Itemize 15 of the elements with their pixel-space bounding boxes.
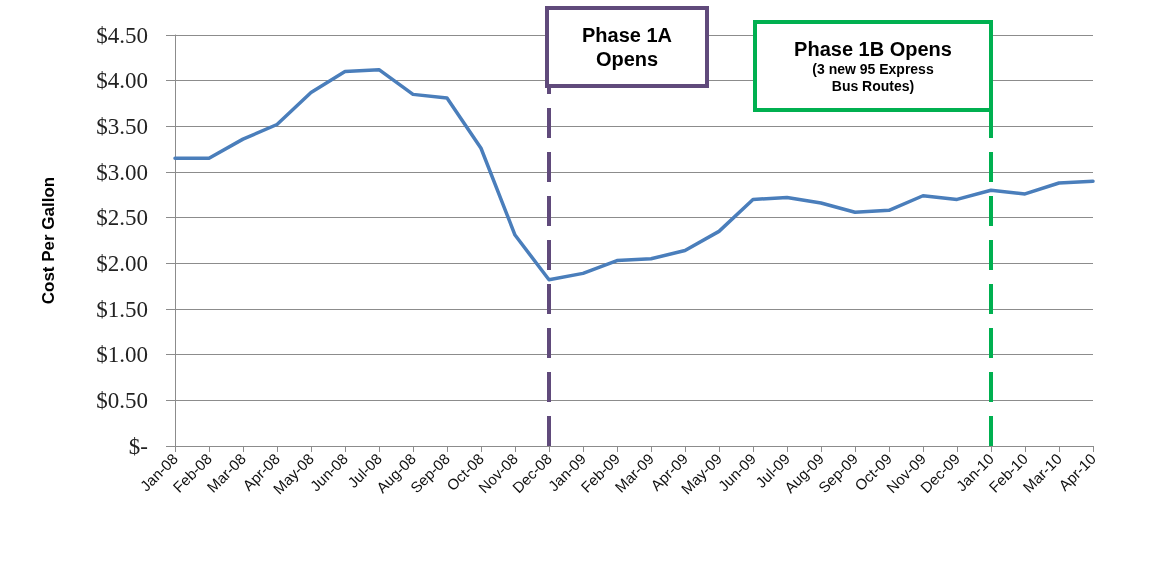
- callout-box: Phase 1B Opens (3 new 95 Express Bus Routes): [753, 20, 993, 112]
- y-tick-label: $3.50: [96, 113, 148, 139]
- y-tick-label: $-: [128, 433, 148, 459]
- y-tick-label: $0.50: [96, 387, 148, 413]
- y-tick-label: $1.00: [96, 342, 148, 368]
- y-tick-label: $2.50: [96, 205, 148, 231]
- y-tick-label: $4.00: [96, 68, 148, 94]
- ref-line-label: Phase 1A Opens: [580, 23, 674, 71]
- ref-line-label: Phase 1B Opens (3 new 95 Express Bus Routes): [793, 37, 953, 95]
- y-tick-label: $4.50: [96, 22, 148, 48]
- y-axis-title: Cost Per Gallon: [39, 176, 58, 305]
- y-tick-label: $2.00: [96, 250, 148, 276]
- y-tick-label: $3.00: [96, 159, 148, 185]
- callout-box: Phase 1A Opens: [545, 6, 709, 88]
- y-tick-label: $1.50: [96, 296, 148, 322]
